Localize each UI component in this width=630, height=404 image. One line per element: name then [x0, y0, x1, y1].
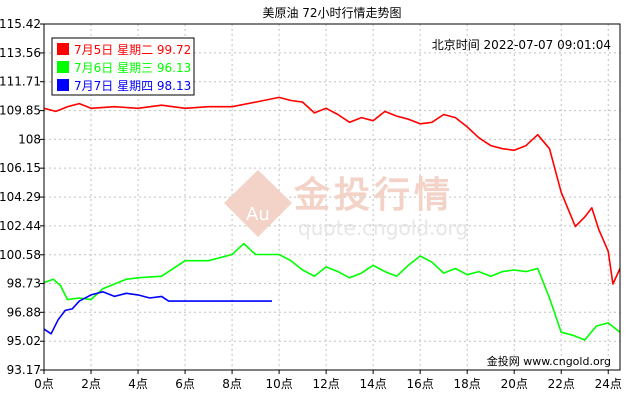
x-tick-label: 18点: [454, 377, 481, 391]
x-tick-label: 20点: [501, 377, 528, 391]
series-lines: [43, 96, 621, 341]
y-tick-label: 113.56: [0, 46, 41, 60]
legend-box: [51, 37, 195, 96]
x-tick-label: 12点: [312, 377, 339, 391]
x-tick-label: 6点: [175, 377, 195, 391]
legend: 7月5日 星期二 99.72 7月6日 星期三 96.13 7月7日 星期四 98.…: [51, 37, 195, 96]
y-tick-label: 102.44: [0, 219, 41, 233]
watermark-brand: 金投行情: [293, 174, 454, 216]
x-tick-label: 2点: [81, 377, 101, 391]
y-tick-label: 95.02: [7, 334, 41, 348]
legend-label: 7月5日 星期二 99.72: [74, 43, 191, 57]
y-tick-label: 100.58: [0, 248, 41, 262]
y-tick-label: 109.85: [0, 104, 41, 118]
timestamp: 北京时间 2022-07-07 09:01:04: [432, 38, 611, 52]
x-tick-label: 4点: [128, 377, 148, 391]
x-tick-label: 0点: [34, 377, 54, 391]
legend-label: 7月7日 星期四 98.13: [74, 79, 191, 93]
legend-swatch: [57, 43, 69, 55]
y-tick-label: 108: [18, 132, 41, 146]
watermark-url: quote.cngold.org: [298, 216, 468, 240]
chart-title: 美原油 72小时行情走势图: [262, 6, 401, 20]
au-logo-icon: [224, 170, 292, 237]
x-tick-label: 16点: [407, 377, 434, 391]
series-line: [43, 290, 272, 335]
site-credit: 金投网 www.cngold.org: [487, 354, 611, 368]
y-tick-label: 93.17: [7, 363, 41, 377]
series-line: [43, 96, 621, 285]
legend-swatch: [57, 79, 69, 91]
y-tick-label: 98.73: [7, 277, 41, 291]
y-tick-label: 115.42: [0, 17, 41, 31]
x-tick-label: 14点: [360, 377, 387, 391]
legend-label: 7月6日 星期三 96.13: [74, 61, 191, 75]
x-tick-label: 8点: [222, 377, 242, 391]
x-tick-label: 10点: [265, 377, 292, 391]
x-axis: 0点 2点 4点 6点 8点 10点 12点 14点 16点 18点 20点 22点 24点: [34, 370, 622, 391]
y-tick-label: 96.88: [7, 305, 41, 319]
x-tick-label: 24点: [595, 377, 622, 391]
y-tick-label: 111.71: [0, 75, 41, 89]
y-tick-label: 104.29: [0, 190, 41, 204]
y-tick-label: 106.15: [0, 161, 41, 175]
legend-swatch: [57, 61, 69, 73]
x-tick-label: 22点: [548, 377, 575, 391]
series-line: [43, 242, 621, 341]
watermark-logo-text: Au: [246, 204, 270, 225]
watermark: Au 金投行情 quote.cngold.org: [224, 170, 468, 240]
y-axis: 115.42 113.56 111.71 109.85 108 106.15 104.29 1…: [0, 17, 44, 377]
